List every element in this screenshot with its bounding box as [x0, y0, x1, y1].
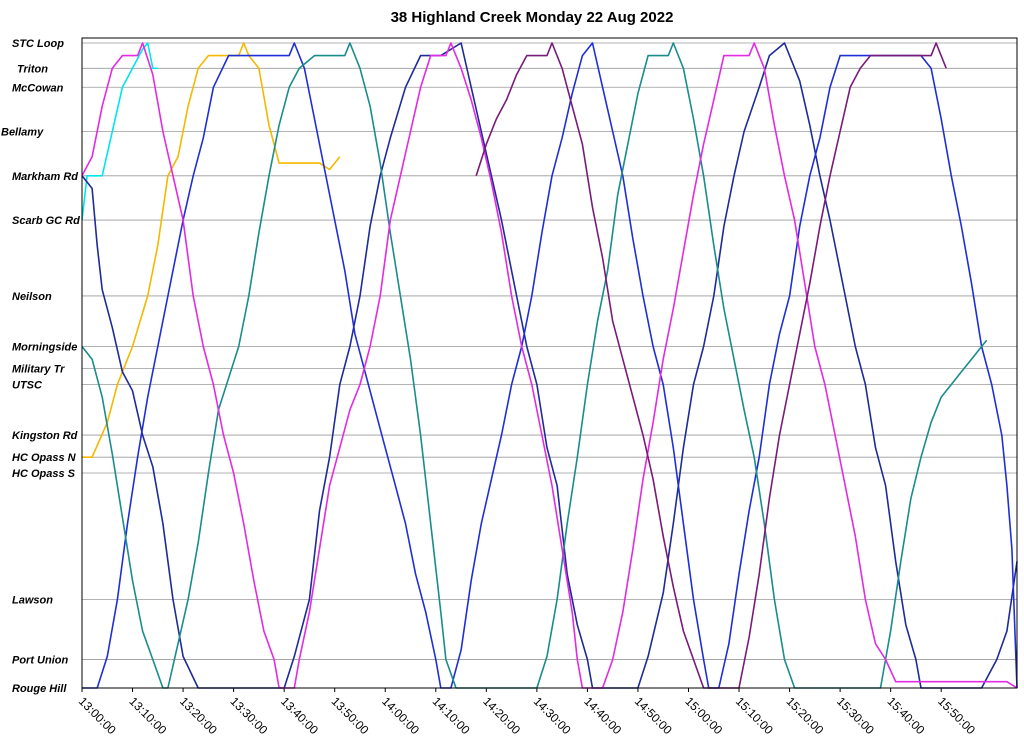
bus-trace-line [81, 42, 1018, 689]
stop-label: UTSC [12, 379, 43, 391]
time-tick-label: 14:30:00 [531, 694, 574, 737]
bus-trace-line [475, 42, 947, 689]
bus-trace-line [81, 42, 158, 221]
time-tick-label: 14:10:00 [430, 694, 473, 737]
time-tick-label: 15:30:00 [834, 694, 877, 737]
stop-label: Port Union [12, 655, 68, 667]
chart-title: 38 Highland Creek Monday 22 Aug 2022 [391, 9, 674, 26]
stop-label: Morningside [12, 342, 77, 354]
stop-label: Markham Rd [12, 171, 78, 183]
stop-label: HC Opass S [12, 468, 76, 480]
stop-label: Scarb GC Rd [12, 215, 80, 227]
time-tick-label: 13:20:00 [177, 694, 220, 737]
stop-label: McCowan [12, 82, 64, 94]
time-tick-label: 13:00:00 [76, 694, 119, 737]
time-tick-label: 15:20:00 [783, 694, 826, 737]
stop-labels: STC Loop Triton McCowan Bellamy Markham Rd Sc… [1, 38, 80, 695]
stop-label: Lawson [12, 594, 53, 606]
time-tick-label: 14:00:00 [379, 694, 422, 737]
bus-trace-line [82, 42, 341, 459]
stop-label: Rouge Hill [12, 683, 67, 695]
bus-trace-line [81, 42, 1018, 689]
time-tick-label: 15:00:00 [682, 694, 725, 737]
plot-frame [81, 37, 1018, 689]
stop-label: Neilson [12, 291, 52, 303]
bus-trace-line [82, 42, 1018, 689]
time-tick-label: 14:20:00 [480, 694, 523, 737]
stop-label: Military Tr [12, 364, 65, 376]
time-tick-label: 15:10:00 [733, 694, 776, 737]
time-tick-labels: 13:00:00 13:10:00 13:20:00 13:30:00 13:40:00… [76, 688, 978, 737]
time-tick-label: 13:30:00 [228, 694, 271, 737]
gridlines [82, 42, 1017, 689]
time-tick-label: 15:40:00 [885, 694, 928, 737]
time-tick-label: 13:10:00 [126, 694, 169, 737]
stop-label: STC Loop [12, 38, 64, 50]
bus-traces [81, 42, 1018, 689]
bus-trace-line [81, 42, 988, 689]
time-tick-label: 14:50:00 [632, 694, 675, 737]
time-tick-label: 15:50:00 [935, 694, 978, 737]
stop-label: Kingston Rd [12, 430, 78, 442]
time-tick-label: 14:40:00 [581, 694, 624, 737]
time-tick-label: 13:40:00 [278, 694, 321, 737]
stop-label: Triton [17, 63, 48, 75]
stop-label: Bellamy [1, 127, 44, 139]
time-tick-label: 13:50:00 [329, 694, 372, 737]
stop-label: HC Opass N [12, 452, 77, 464]
